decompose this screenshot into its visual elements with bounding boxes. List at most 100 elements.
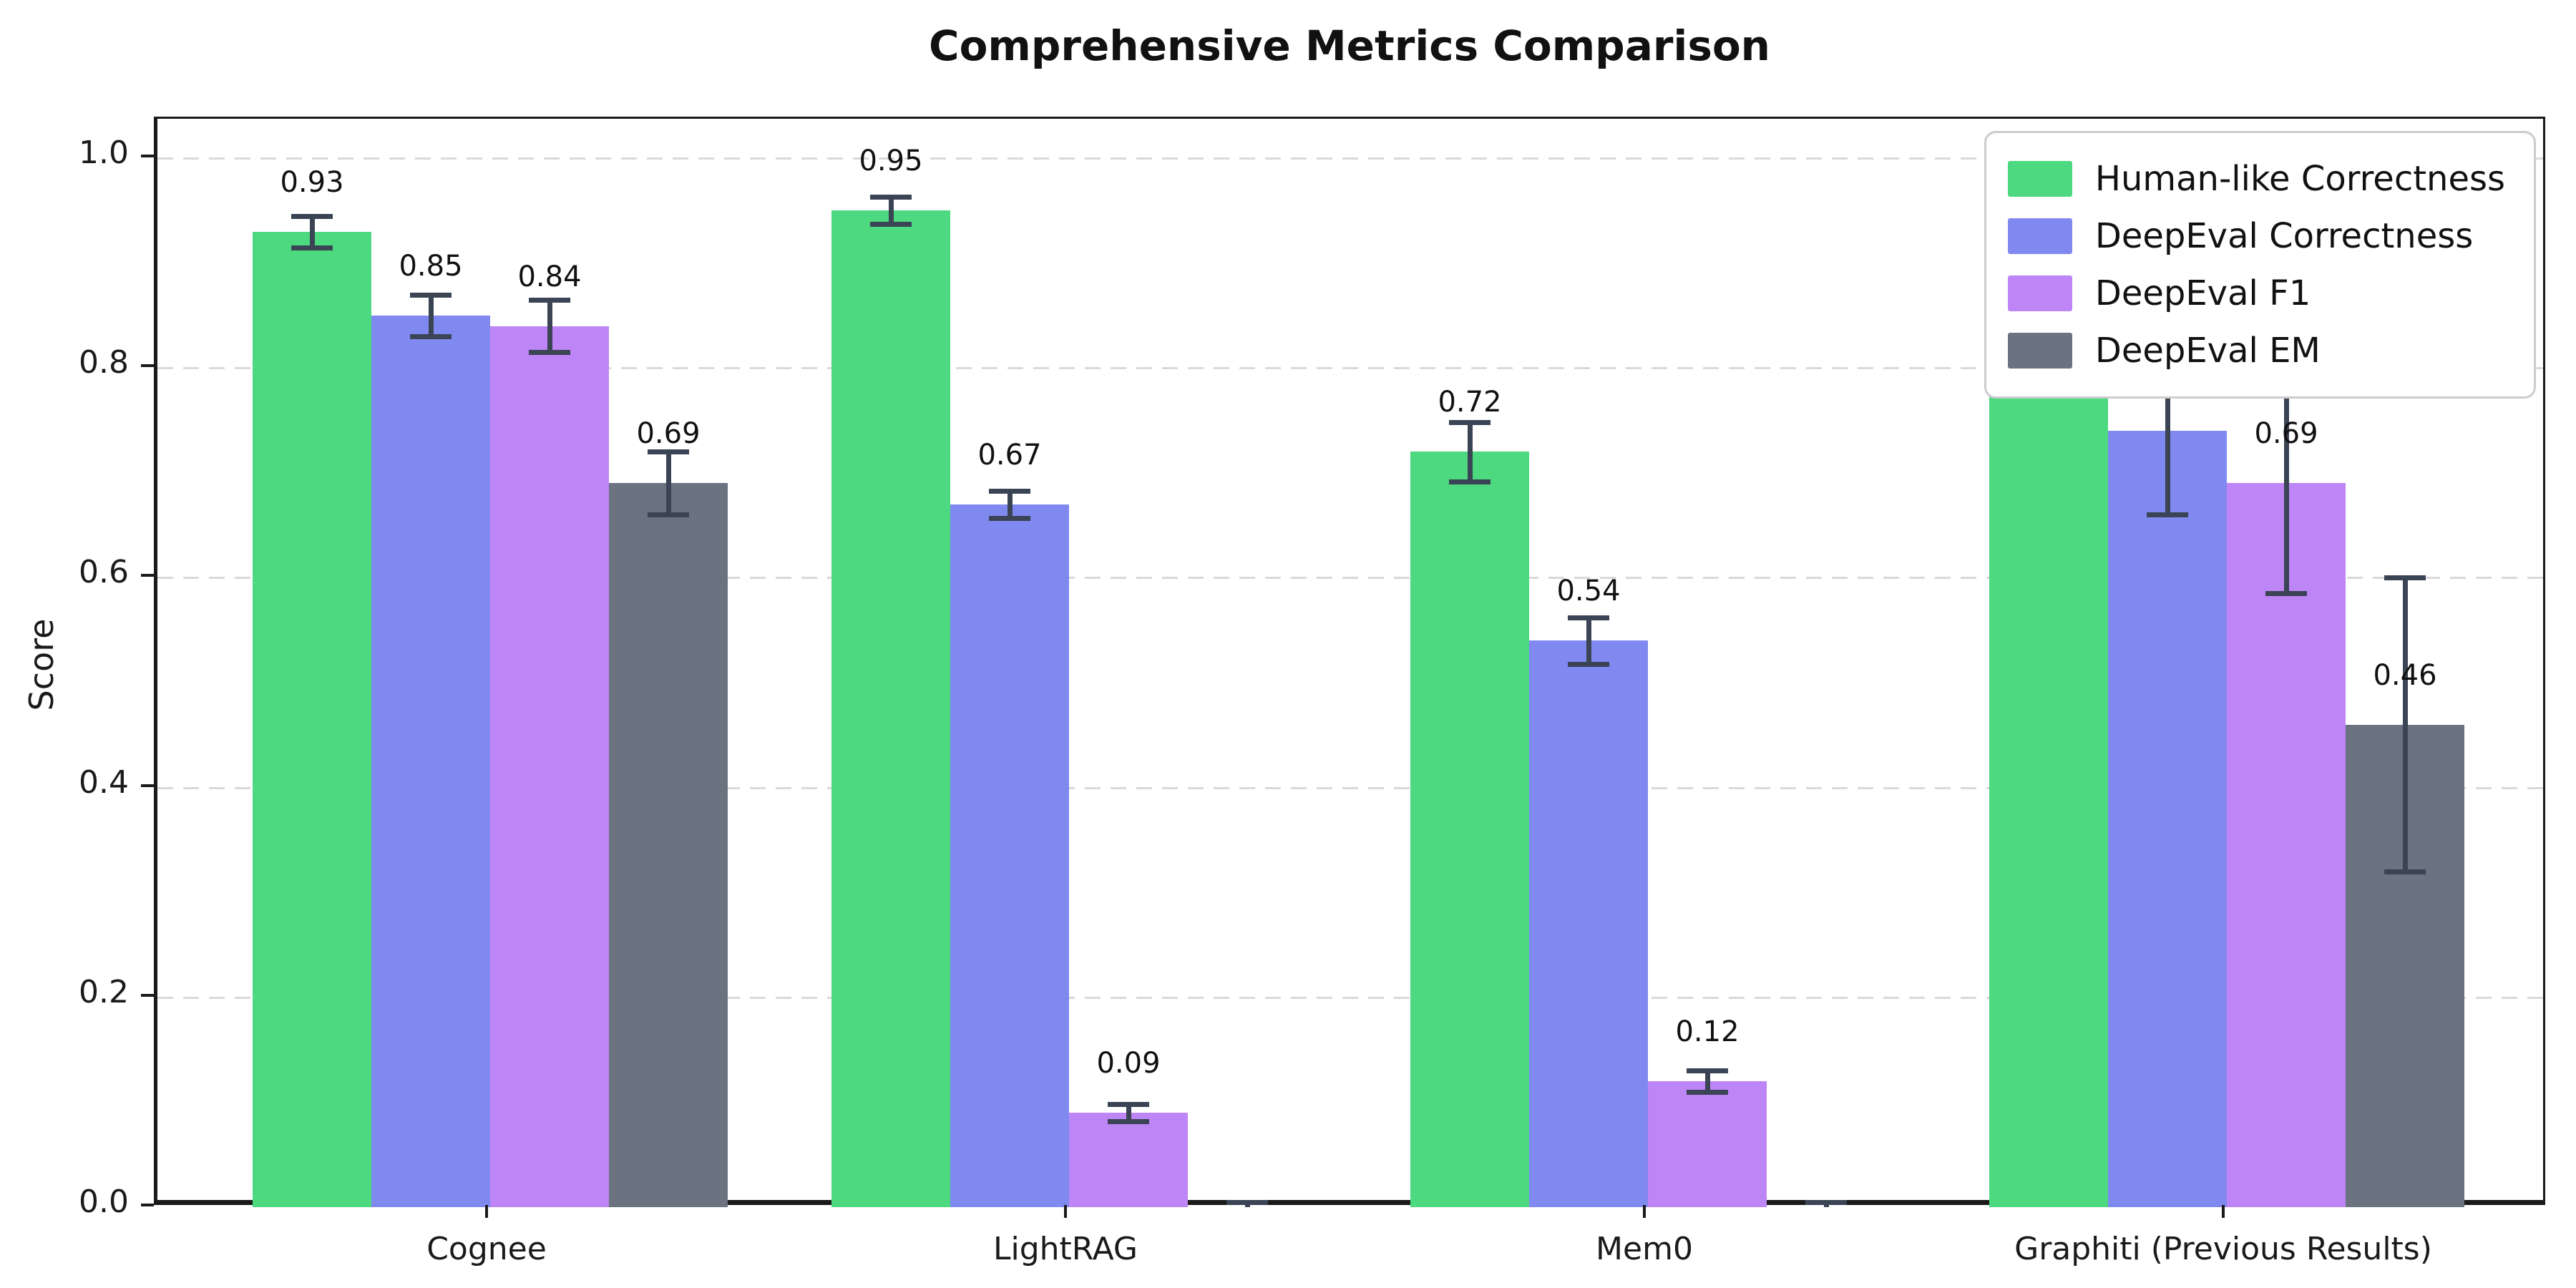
bar-lightrag-2 bbox=[1069, 1113, 1188, 1207]
bar-value-label-2-1: 0.09 bbox=[1096, 1047, 1161, 1080]
error-bar-line-2-3 bbox=[2283, 373, 2289, 594]
error-bar-line-1-2 bbox=[1586, 618, 1591, 664]
error-bar-line-3-0 bbox=[665, 452, 671, 515]
bar-graphiti-1 bbox=[2108, 431, 2227, 1207]
bar-value-label-3-3: 0.46 bbox=[2373, 658, 2437, 692]
y-tick-mark-0.4 bbox=[141, 784, 154, 787]
bar-value-label-3-0: 0.69 bbox=[636, 417, 701, 451]
error-bar-cap-top-1-2 bbox=[1568, 615, 1609, 621]
x-category-label-2: Mem0 bbox=[1596, 1231, 1693, 1267]
bar-value-label-2-0: 0.84 bbox=[517, 260, 582, 293]
error-bar-cap-bottom-0-1 bbox=[870, 222, 912, 228]
error-bar-cap-bottom-2-3 bbox=[2265, 591, 2307, 597]
error-bar-line-1-3 bbox=[2165, 346, 2170, 515]
bar-cognee-1 bbox=[371, 315, 490, 1207]
x-tick-mark-1 bbox=[1064, 1205, 1067, 1218]
error-bar-cap-top-2-1 bbox=[1108, 1102, 1149, 1108]
error-bar-cap-bottom-2-1 bbox=[1108, 1118, 1149, 1124]
error-bar-cap-bottom-1-3 bbox=[2147, 512, 2188, 518]
y-tick-mark-1.0 bbox=[141, 155, 154, 157]
error-bar-cap-top-2-2 bbox=[1687, 1068, 1728, 1074]
bar-graphiti-2 bbox=[2227, 483, 2346, 1207]
y-tick-mark-0.6 bbox=[141, 574, 154, 577]
error-bar-cap-top-0-1 bbox=[870, 195, 912, 200]
error-bar-cap-top-0-0 bbox=[291, 213, 333, 219]
error-bar-line-0-1 bbox=[888, 197, 894, 225]
y-axis-label: Score bbox=[22, 618, 61, 711]
gridline-y-0.4 bbox=[157, 786, 2543, 789]
x-category-label-0: Cognee bbox=[426, 1231, 547, 1267]
legend-label-1: DeepEval Correctness bbox=[2094, 216, 2474, 256]
legend-item-0: Human-like Correctness bbox=[2007, 150, 2505, 208]
gridline-y-0.2 bbox=[157, 996, 2543, 999]
legend: Human-like Correctness DeepEval Correctne… bbox=[1984, 131, 2536, 399]
error-bar-line-3-3 bbox=[2402, 577, 2408, 872]
bar-cognee-3 bbox=[609, 483, 728, 1207]
error-bar-cap-top-0-2 bbox=[1449, 420, 1491, 426]
y-tick-label-0.2: 0.2 bbox=[79, 973, 129, 1010]
error-bar-line-0-2 bbox=[1467, 422, 1473, 482]
legend-item-2: DeepEval F1 bbox=[2007, 265, 2505, 322]
x-tick-mark-3 bbox=[2222, 1205, 2225, 1218]
error-bar-cap-bottom-2-2 bbox=[1687, 1089, 1728, 1095]
bar-value-label-0-1: 0.95 bbox=[859, 145, 923, 178]
y-tick-label-0.4: 0.4 bbox=[79, 763, 129, 801]
bar-mem0-1 bbox=[1529, 640, 1648, 1207]
error-bar-cap-bottom-3-0 bbox=[648, 512, 689, 518]
legend-swatch-2 bbox=[2007, 275, 2072, 311]
chart-title: Comprehensive Metrics Comparison bbox=[929, 21, 1770, 70]
bar-cognee-0 bbox=[253, 231, 371, 1207]
error-bar-line-2-1 bbox=[1126, 1104, 1131, 1121]
bar-value-label-0-2: 0.72 bbox=[1438, 386, 1502, 419]
error-bar-cap-bottom-0-2 bbox=[1449, 479, 1491, 484]
error-bar-line-2-2 bbox=[1704, 1070, 1710, 1092]
legend-item-3: DeepEval EM bbox=[2007, 322, 2505, 379]
error-bar-cap-bottom-0-0 bbox=[291, 245, 333, 250]
bar-lightrag-0 bbox=[831, 210, 950, 1207]
error-bar-cap-top-1-0 bbox=[410, 292, 452, 298]
legend-label-2: DeepEval F1 bbox=[2094, 273, 2311, 313]
error-bar-cap-bottom-1-0 bbox=[410, 334, 452, 340]
error-bar-cap-bottom-2-0 bbox=[529, 350, 570, 356]
y-tick-label-1.0: 1.0 bbox=[79, 135, 129, 171]
error-bar-cap-top-3-0 bbox=[648, 449, 689, 455]
y-tick-label-0.8: 0.8 bbox=[79, 344, 129, 381]
error-bar-cap-top-2-0 bbox=[529, 297, 570, 303]
bar-value-label-2-2: 0.12 bbox=[1675, 1015, 1740, 1049]
error-bar-cap-bottom-1-2 bbox=[1568, 661, 1609, 667]
bar-value-label-1-2: 0.54 bbox=[1556, 575, 1621, 608]
legend-label-0: Human-like Correctness bbox=[2094, 159, 2505, 199]
bar-lightrag-1 bbox=[950, 504, 1069, 1207]
error-bar-cap-top-1-1 bbox=[989, 488, 1030, 494]
y-tick-mark-0.0 bbox=[141, 1204, 154, 1206]
error-bar-line-0-0 bbox=[309, 215, 315, 248]
legend-swatch-1 bbox=[2007, 218, 2072, 254]
bar-mem0-0 bbox=[1410, 452, 1529, 1207]
bar-cognee-2 bbox=[490, 326, 609, 1207]
y-tick-label-0.0: 0.0 bbox=[79, 1184, 129, 1220]
error-bar-line-1-1 bbox=[1007, 490, 1013, 518]
y-tick-mark-0.8 bbox=[141, 364, 154, 368]
error-bar-line-1-0 bbox=[428, 294, 434, 337]
gridline-y-1.0 bbox=[157, 157, 2543, 160]
legend-swatch-3 bbox=[2007, 333, 2072, 369]
error-bar-cap-top-3-2 bbox=[1805, 1199, 1847, 1205]
error-bar-line-2-0 bbox=[547, 299, 552, 353]
bar-value-label-2-3: 0.69 bbox=[2254, 417, 2318, 451]
bar-value-label-0-0: 0.93 bbox=[280, 165, 344, 199]
bar-mem0-2 bbox=[1648, 1081, 1767, 1207]
y-tick-label-0.6: 0.6 bbox=[79, 554, 129, 591]
bar-graphiti-0 bbox=[1989, 283, 2108, 1207]
x-tick-mark-2 bbox=[1643, 1205, 1646, 1218]
error-bar-cap-top-3-1 bbox=[1226, 1199, 1268, 1205]
legend-label-3: DeepEval EM bbox=[2094, 331, 2321, 371]
x-category-label-1: LightRAG bbox=[992, 1231, 1138, 1267]
gridline-y-0.8 bbox=[157, 367, 2543, 370]
bar-value-label-1-0: 0.85 bbox=[399, 249, 463, 283]
legend-item-1: DeepEval Correctness bbox=[2007, 208, 2505, 265]
legend-swatch-0 bbox=[2007, 161, 2072, 197]
error-bar-cap-top-3-3 bbox=[2384, 575, 2426, 581]
error-bar-cap-bottom-1-1 bbox=[989, 515, 1030, 521]
error-bar-cap-bottom-3-3 bbox=[2384, 869, 2426, 874]
